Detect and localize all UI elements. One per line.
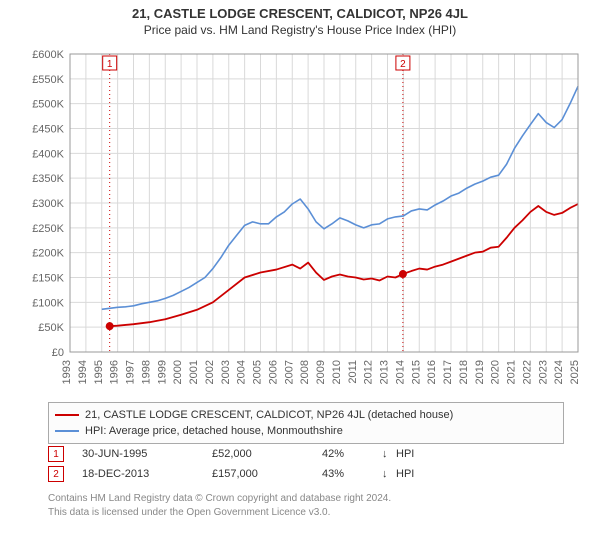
svg-text:2005: 2005 (252, 360, 264, 384)
event-price: £157,000 (212, 468, 322, 480)
legend-box: 21, CASTLE LODGE CRESCENT, CALDICOT, NP2… (48, 402, 564, 444)
svg-text:2017: 2017 (442, 360, 454, 384)
event-date: 18-DEC-2013 (82, 468, 212, 480)
svg-text:2: 2 (400, 59, 406, 70)
svg-text:£0: £0 (52, 347, 64, 359)
svg-text:2010: 2010 (331, 360, 343, 384)
svg-text:1996: 1996 (109, 360, 121, 384)
down-arrow-icon: ↓ (382, 448, 396, 460)
svg-text:1994: 1994 (77, 360, 89, 384)
page-root: 21, CASTLE LODGE CRESCENT, CALDICOT, NP2… (0, 0, 600, 560)
svg-text:2024: 2024 (553, 360, 565, 384)
titles-block: 21, CASTLE LODGE CRESCENT, CALDICOT, NP2… (0, 0, 600, 37)
svg-text:2013: 2013 (379, 360, 391, 384)
legend-label: HPI: Average price, detached house, Monm… (85, 425, 343, 437)
price-chart: £0 £50K £100K £150K £200K £250K £300K £350K £400… (22, 48, 582, 388)
svg-text:2011: 2011 (347, 360, 359, 384)
svg-text:£450K: £450K (32, 124, 64, 136)
event-row: 2 18-DEC-2013£157,00043%↓HPI (48, 464, 564, 484)
event-marker: 1 (48, 446, 64, 462)
svg-text:£250K: £250K (32, 223, 64, 235)
svg-text:£600K: £600K (32, 49, 64, 61)
event-pct: 43% (322, 468, 382, 480)
svg-text:£400K: £400K (32, 148, 64, 160)
svg-text:2007: 2007 (283, 360, 295, 384)
svg-text:2015: 2015 (410, 360, 422, 384)
event-pct: 42% (322, 448, 382, 460)
svg-text:2020: 2020 (490, 360, 502, 384)
svg-text:1: 1 (107, 59, 113, 70)
svg-text:1998: 1998 (140, 360, 152, 384)
svg-text:2023: 2023 (537, 360, 549, 384)
events-table: 1 30-JUN-1995£52,00042%↓HPI 2 18-DEC-2013£1… (48, 444, 564, 484)
svg-text:2006: 2006 (267, 360, 279, 384)
down-arrow-icon: ↓ (382, 468, 396, 480)
svg-text:1995: 1995 (93, 360, 105, 384)
svg-text:2002: 2002 (204, 360, 216, 384)
svg-text:£50K: £50K (38, 322, 64, 334)
svg-text:1997: 1997 (125, 360, 137, 384)
svg-text:2012: 2012 (363, 360, 375, 384)
event-vs: HPI (396, 448, 414, 460)
svg-text:£350K: £350K (32, 173, 64, 185)
event-row: 1 30-JUN-1995£52,00042%↓HPI (48, 444, 564, 464)
event-price: £52,000 (212, 448, 322, 460)
svg-text:2022: 2022 (521, 360, 533, 384)
svg-text:2008: 2008 (299, 360, 311, 384)
svg-text:2019: 2019 (474, 360, 486, 384)
footer-line2: This data is licensed under the Open Gov… (48, 506, 564, 520)
svg-text:£200K: £200K (32, 248, 64, 260)
svg-text:1999: 1999 (156, 360, 168, 384)
svg-text:2018: 2018 (458, 360, 470, 384)
svg-text:2009: 2009 (315, 360, 327, 384)
svg-text:£100K: £100K (32, 297, 64, 309)
svg-text:2000: 2000 (172, 360, 184, 384)
title-address: 21, CASTLE LODGE CRESCENT, CALDICOT, NP2… (0, 6, 600, 21)
event-date: 30-JUN-1995 (82, 448, 212, 460)
footer-attribution: Contains HM Land Registry data © Crown c… (48, 492, 564, 519)
svg-text:2004: 2004 (236, 360, 248, 384)
legend-swatch (55, 414, 79, 416)
svg-text:£300K: £300K (32, 198, 64, 210)
svg-text:2025: 2025 (569, 360, 581, 384)
legend-row: HPI: Average price, detached house, Monm… (55, 423, 557, 439)
legend-row: 21, CASTLE LODGE CRESCENT, CALDICOT, NP2… (55, 407, 557, 423)
svg-text:£150K: £150K (32, 273, 64, 285)
svg-text:£500K: £500K (32, 99, 64, 111)
event-vs: HPI (396, 468, 414, 480)
legend-label: 21, CASTLE LODGE CRESCENT, CALDICOT, NP2… (85, 409, 453, 421)
svg-text:2003: 2003 (220, 360, 232, 384)
event-marker: 2 (48, 466, 64, 482)
svg-text:2016: 2016 (426, 360, 438, 384)
footer-line1: Contains HM Land Registry data © Crown c… (48, 492, 564, 506)
legend-swatch (55, 430, 79, 432)
svg-text:2014: 2014 (394, 360, 406, 384)
svg-text:£550K: £550K (32, 74, 64, 86)
title-subtitle: Price paid vs. HM Land Registry's House … (0, 23, 600, 37)
svg-text:2001: 2001 (188, 360, 200, 384)
svg-text:2021: 2021 (506, 360, 518, 384)
svg-text:1993: 1993 (61, 360, 73, 384)
